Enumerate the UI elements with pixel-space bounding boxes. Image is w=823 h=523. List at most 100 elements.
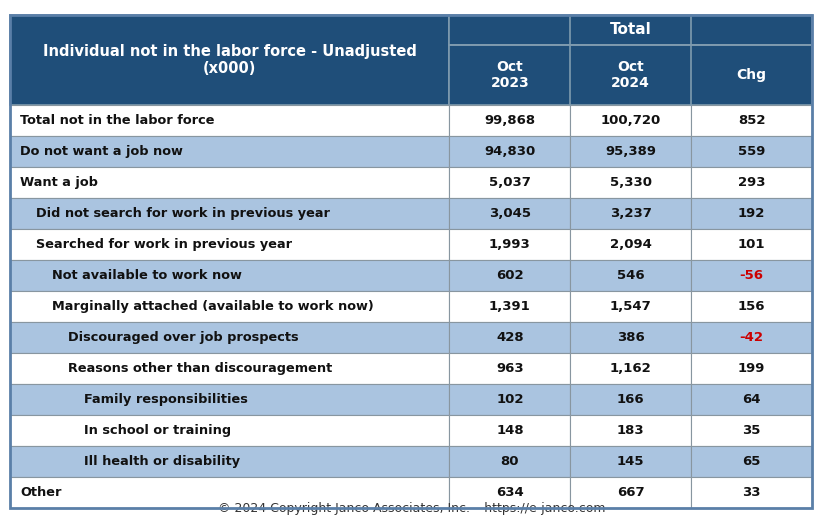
Bar	[570, 291, 691, 322]
Text: 559: 559	[738, 145, 765, 158]
Text: 64: 64	[742, 393, 760, 406]
Text: 100,720: 100,720	[601, 114, 661, 127]
Text: Want a job: Want a job	[20, 176, 98, 189]
Bar	[449, 105, 570, 136]
Bar	[449, 229, 570, 260]
Text: 95,389: 95,389	[605, 145, 656, 158]
Bar	[570, 415, 691, 446]
Text: 602: 602	[496, 269, 523, 282]
Bar	[570, 198, 691, 229]
Bar	[691, 229, 812, 260]
Text: In school or training: In school or training	[84, 424, 231, 437]
Bar	[570, 105, 691, 136]
Text: 386: 386	[617, 331, 644, 344]
Text: 3,045: 3,045	[489, 207, 531, 220]
Bar	[691, 198, 812, 229]
Text: -56: -56	[740, 269, 764, 282]
Text: 166: 166	[617, 393, 644, 406]
Bar	[10, 353, 449, 384]
Bar	[10, 136, 449, 167]
Bar	[691, 167, 812, 198]
Text: 99,868: 99,868	[485, 114, 536, 127]
Bar	[570, 384, 691, 415]
Bar	[691, 291, 812, 322]
Text: 33: 33	[742, 486, 760, 499]
Text: 156: 156	[738, 300, 765, 313]
Text: Discouraged over job prospects: Discouraged over job prospects	[68, 331, 299, 344]
Text: 35: 35	[742, 424, 760, 437]
Text: 65: 65	[742, 455, 760, 468]
Bar	[10, 384, 449, 415]
Text: 1,547: 1,547	[610, 300, 652, 313]
Bar	[449, 477, 570, 508]
Bar	[691, 446, 812, 477]
Text: 852: 852	[738, 114, 765, 127]
Bar	[449, 260, 570, 291]
Text: Ill health or disability: Ill health or disability	[84, 455, 240, 468]
Bar	[691, 260, 812, 291]
Text: Reasons other than discouragement: Reasons other than discouragement	[68, 362, 332, 375]
Bar	[10, 15, 449, 105]
Text: Do not want a job now: Do not want a job now	[20, 145, 183, 158]
Bar	[449, 136, 570, 167]
Text: 963: 963	[496, 362, 523, 375]
Text: 5,330: 5,330	[610, 176, 652, 189]
Bar	[10, 198, 449, 229]
Bar	[691, 136, 812, 167]
Bar	[570, 353, 691, 384]
Bar	[691, 477, 812, 508]
Text: 101: 101	[738, 238, 765, 251]
Text: Other: Other	[20, 486, 62, 499]
Bar	[449, 291, 570, 322]
Text: 5,037: 5,037	[489, 176, 531, 189]
Text: 148: 148	[496, 424, 523, 437]
Bar	[10, 167, 449, 198]
Text: Total: Total	[610, 22, 652, 38]
Text: 3,237: 3,237	[610, 207, 652, 220]
Text: Chg: Chg	[737, 68, 766, 82]
Text: 192: 192	[738, 207, 765, 220]
Text: 145: 145	[617, 455, 644, 468]
Text: Not available to work now: Not available to work now	[52, 269, 242, 282]
Text: 183: 183	[617, 424, 644, 437]
Bar	[449, 353, 570, 384]
Bar	[10, 415, 449, 446]
Bar	[691, 105, 812, 136]
Bar	[570, 167, 691, 198]
Text: 1,162: 1,162	[610, 362, 652, 375]
Text: 428: 428	[496, 331, 523, 344]
Text: Oct
2024: Oct 2024	[611, 60, 650, 90]
Bar	[570, 136, 691, 167]
Bar	[570, 229, 691, 260]
Bar	[691, 322, 812, 353]
Text: 2,094: 2,094	[610, 238, 652, 251]
Text: 667: 667	[617, 486, 644, 499]
Bar	[10, 291, 449, 322]
Bar	[449, 45, 812, 105]
Text: Family responsibilities: Family responsibilities	[84, 393, 248, 406]
Text: 546: 546	[617, 269, 644, 282]
Text: 80: 80	[500, 455, 519, 468]
Text: 199: 199	[738, 362, 765, 375]
Bar	[10, 260, 449, 291]
Bar	[691, 384, 812, 415]
Bar	[449, 446, 570, 477]
Text: Total not in the labor force: Total not in the labor force	[20, 114, 215, 127]
Bar	[449, 15, 812, 45]
Text: 293: 293	[738, 176, 765, 189]
Text: Oct
2023: Oct 2023	[491, 60, 529, 90]
Bar	[10, 229, 449, 260]
Bar	[449, 415, 570, 446]
Bar	[570, 446, 691, 477]
Text: -42: -42	[740, 331, 764, 344]
Bar	[570, 260, 691, 291]
Text: 102: 102	[496, 393, 523, 406]
Text: Marginally attached (available to work now): Marginally attached (available to work n…	[52, 300, 374, 313]
Bar	[691, 415, 812, 446]
Bar	[449, 322, 570, 353]
Text: Searched for work in previous year: Searched for work in previous year	[36, 238, 292, 251]
Bar	[449, 384, 570, 415]
Text: 94,830: 94,830	[484, 145, 536, 158]
Bar	[449, 198, 570, 229]
Text: 1,391: 1,391	[489, 300, 531, 313]
